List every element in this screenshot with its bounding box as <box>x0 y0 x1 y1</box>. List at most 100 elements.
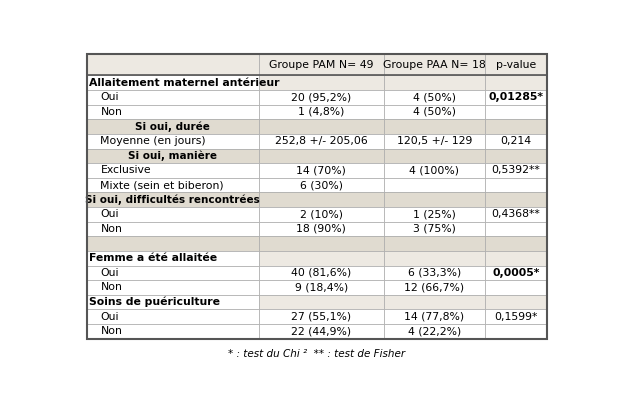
Text: Non: Non <box>100 224 122 234</box>
Text: 14 (70%): 14 (70%) <box>296 166 346 175</box>
Text: 0,01285*: 0,01285* <box>488 93 543 102</box>
Text: 6 (30%): 6 (30%) <box>300 180 343 190</box>
Bar <box>258 178 384 193</box>
Bar <box>258 222 384 236</box>
Bar <box>86 193 258 207</box>
Text: Si oui, difficultés rencontrées: Si oui, difficultés rencontrées <box>85 195 260 205</box>
Bar <box>485 295 547 309</box>
Text: Groupe PAA N= 18: Groupe PAA N= 18 <box>383 60 486 69</box>
Bar <box>485 105 547 119</box>
Bar <box>485 236 547 251</box>
Bar <box>258 75 384 90</box>
Bar <box>384 75 485 90</box>
Bar <box>86 266 258 280</box>
Text: Oui: Oui <box>100 312 119 322</box>
Bar <box>384 266 485 280</box>
Bar <box>485 148 547 163</box>
Bar <box>258 90 384 105</box>
Bar <box>86 207 258 222</box>
Bar <box>258 105 384 119</box>
Bar <box>485 309 547 324</box>
Bar <box>258 163 384 178</box>
Bar <box>485 280 547 295</box>
Bar <box>485 90 547 105</box>
Bar <box>485 119 547 134</box>
Bar <box>485 324 547 339</box>
Text: Moyenne (en jours): Moyenne (en jours) <box>100 136 206 146</box>
Text: 22 (44,9%): 22 (44,9%) <box>291 326 352 336</box>
Bar <box>485 134 547 148</box>
Text: 1 (4,8%): 1 (4,8%) <box>298 107 345 117</box>
Bar <box>258 295 384 309</box>
Bar <box>384 193 485 207</box>
Bar <box>86 309 258 324</box>
Bar <box>485 163 547 178</box>
Text: Oui: Oui <box>100 209 119 220</box>
Bar <box>384 280 485 295</box>
Bar <box>86 54 258 75</box>
Bar <box>258 148 384 163</box>
Bar <box>384 236 485 251</box>
Bar <box>485 222 547 236</box>
Text: 4 (100%): 4 (100%) <box>410 166 459 175</box>
Text: p-value: p-value <box>496 60 536 69</box>
Text: 0,4368**: 0,4368** <box>491 209 541 220</box>
Text: Groupe PAM N= 49: Groupe PAM N= 49 <box>269 60 374 69</box>
Bar <box>258 207 384 222</box>
Bar <box>258 266 384 280</box>
Bar <box>258 309 384 324</box>
Bar <box>485 207 547 222</box>
Bar <box>258 54 384 75</box>
Bar <box>86 119 258 134</box>
Text: 120,5 +/- 129: 120,5 +/- 129 <box>397 136 472 146</box>
Text: Oui: Oui <box>100 268 119 278</box>
Bar <box>86 134 258 148</box>
Bar <box>86 105 258 119</box>
Text: Exclusive: Exclusive <box>100 166 151 175</box>
Bar <box>258 280 384 295</box>
Bar <box>384 222 485 236</box>
Bar <box>258 134 384 148</box>
Bar <box>384 90 485 105</box>
Text: Oui: Oui <box>100 93 119 102</box>
Bar <box>384 119 485 134</box>
Text: 18 (90%): 18 (90%) <box>296 224 346 234</box>
Text: Non: Non <box>100 283 122 293</box>
Text: 20 (95,2%): 20 (95,2%) <box>291 93 352 102</box>
Bar <box>86 324 258 339</box>
Text: Non: Non <box>100 326 122 336</box>
Bar <box>258 324 384 339</box>
Bar <box>258 236 384 251</box>
Text: 0,5392**: 0,5392** <box>491 166 541 175</box>
Text: 0,0005*: 0,0005* <box>492 268 539 278</box>
Text: Non: Non <box>100 107 122 117</box>
Bar <box>86 90 258 105</box>
Text: 6 (33,3%): 6 (33,3%) <box>408 268 461 278</box>
Text: Allaitement maternel antérieur: Allaitement maternel antérieur <box>89 78 279 88</box>
Text: 14 (77,8%): 14 (77,8%) <box>404 312 464 322</box>
Text: 1 (25%): 1 (25%) <box>413 209 456 220</box>
Text: 0,1599*: 0,1599* <box>494 312 537 322</box>
Bar <box>258 119 384 134</box>
Text: 40 (81,6%): 40 (81,6%) <box>291 268 352 278</box>
Text: * : test du Chi ²  ** : test de Fisher: * : test du Chi ² ** : test de Fisher <box>228 349 405 359</box>
Bar <box>86 148 258 163</box>
Bar <box>86 222 258 236</box>
Bar <box>384 309 485 324</box>
Bar <box>86 280 258 295</box>
Bar <box>485 54 547 75</box>
Text: 4 (22,2%): 4 (22,2%) <box>408 326 461 336</box>
Bar <box>485 193 547 207</box>
Text: 4 (50%): 4 (50%) <box>413 107 456 117</box>
Text: 4 (50%): 4 (50%) <box>413 93 456 102</box>
Bar <box>258 193 384 207</box>
Bar <box>384 207 485 222</box>
Text: 2 (10%): 2 (10%) <box>300 209 343 220</box>
Bar <box>384 163 485 178</box>
Text: 27 (55,1%): 27 (55,1%) <box>291 312 352 322</box>
Bar <box>384 251 485 266</box>
Bar <box>86 178 258 193</box>
Text: Si oui, manière: Si oui, manière <box>128 150 217 161</box>
Text: 252,8 +/- 205,06: 252,8 +/- 205,06 <box>275 136 368 146</box>
Bar <box>258 251 384 266</box>
